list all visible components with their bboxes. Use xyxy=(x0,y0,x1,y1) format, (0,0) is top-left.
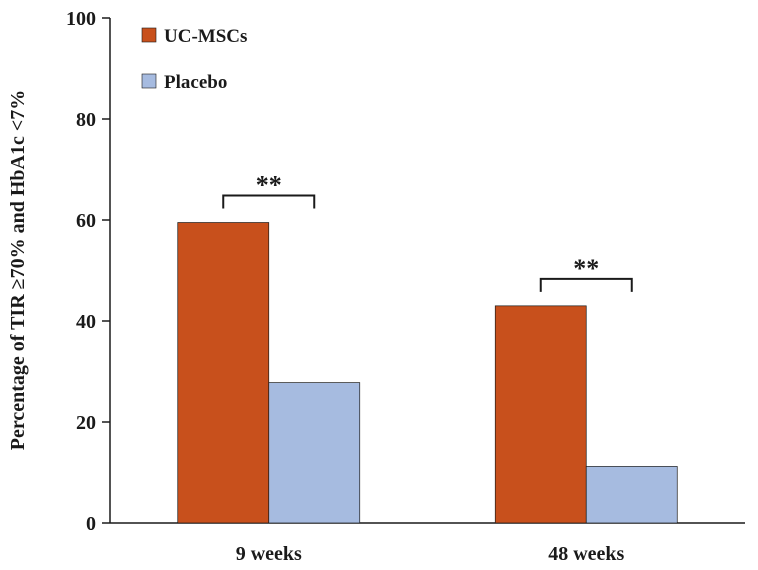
x-category-label: 48 weeks xyxy=(548,543,624,565)
y-tick-label: 100 xyxy=(66,8,96,30)
legend-label-uc-mscs: UC-MSCs xyxy=(164,26,247,47)
y-axis-title: Percentage of TIR ≥70% and HbA1c <7% xyxy=(7,90,29,451)
y-tick-label: 80 xyxy=(76,109,96,131)
legend-swatch-placebo xyxy=(141,73,157,89)
legend-label-placebo: Placebo xyxy=(164,72,227,93)
y-tick-label: 60 xyxy=(76,210,96,232)
bars xyxy=(177,222,678,524)
y-tick-label: 20 xyxy=(76,412,96,434)
significance-bracket xyxy=(222,194,316,209)
significance-annotations: ** ** xyxy=(222,171,633,292)
bar-uc-mscs-1 xyxy=(494,305,587,524)
y-tick-label: 0 xyxy=(86,513,96,535)
significance-label: ** xyxy=(573,254,599,283)
y-tick-label: 40 xyxy=(76,311,96,333)
significance-bracket xyxy=(539,277,633,292)
y-axis: 0 20 40 60 80 100 xyxy=(66,8,111,535)
x-category-label: 9 weeks xyxy=(236,543,302,565)
x-axis: 9 weeks 48 weeks xyxy=(110,522,745,565)
bar-placebo-0 xyxy=(268,382,361,524)
bar-placebo-1 xyxy=(585,466,678,524)
legend: UC-MSCs Placebo xyxy=(141,26,247,93)
legend-swatch-uc-mscs xyxy=(141,27,157,43)
significance-label: ** xyxy=(256,171,282,200)
bar-uc-mscs-0 xyxy=(177,222,270,524)
